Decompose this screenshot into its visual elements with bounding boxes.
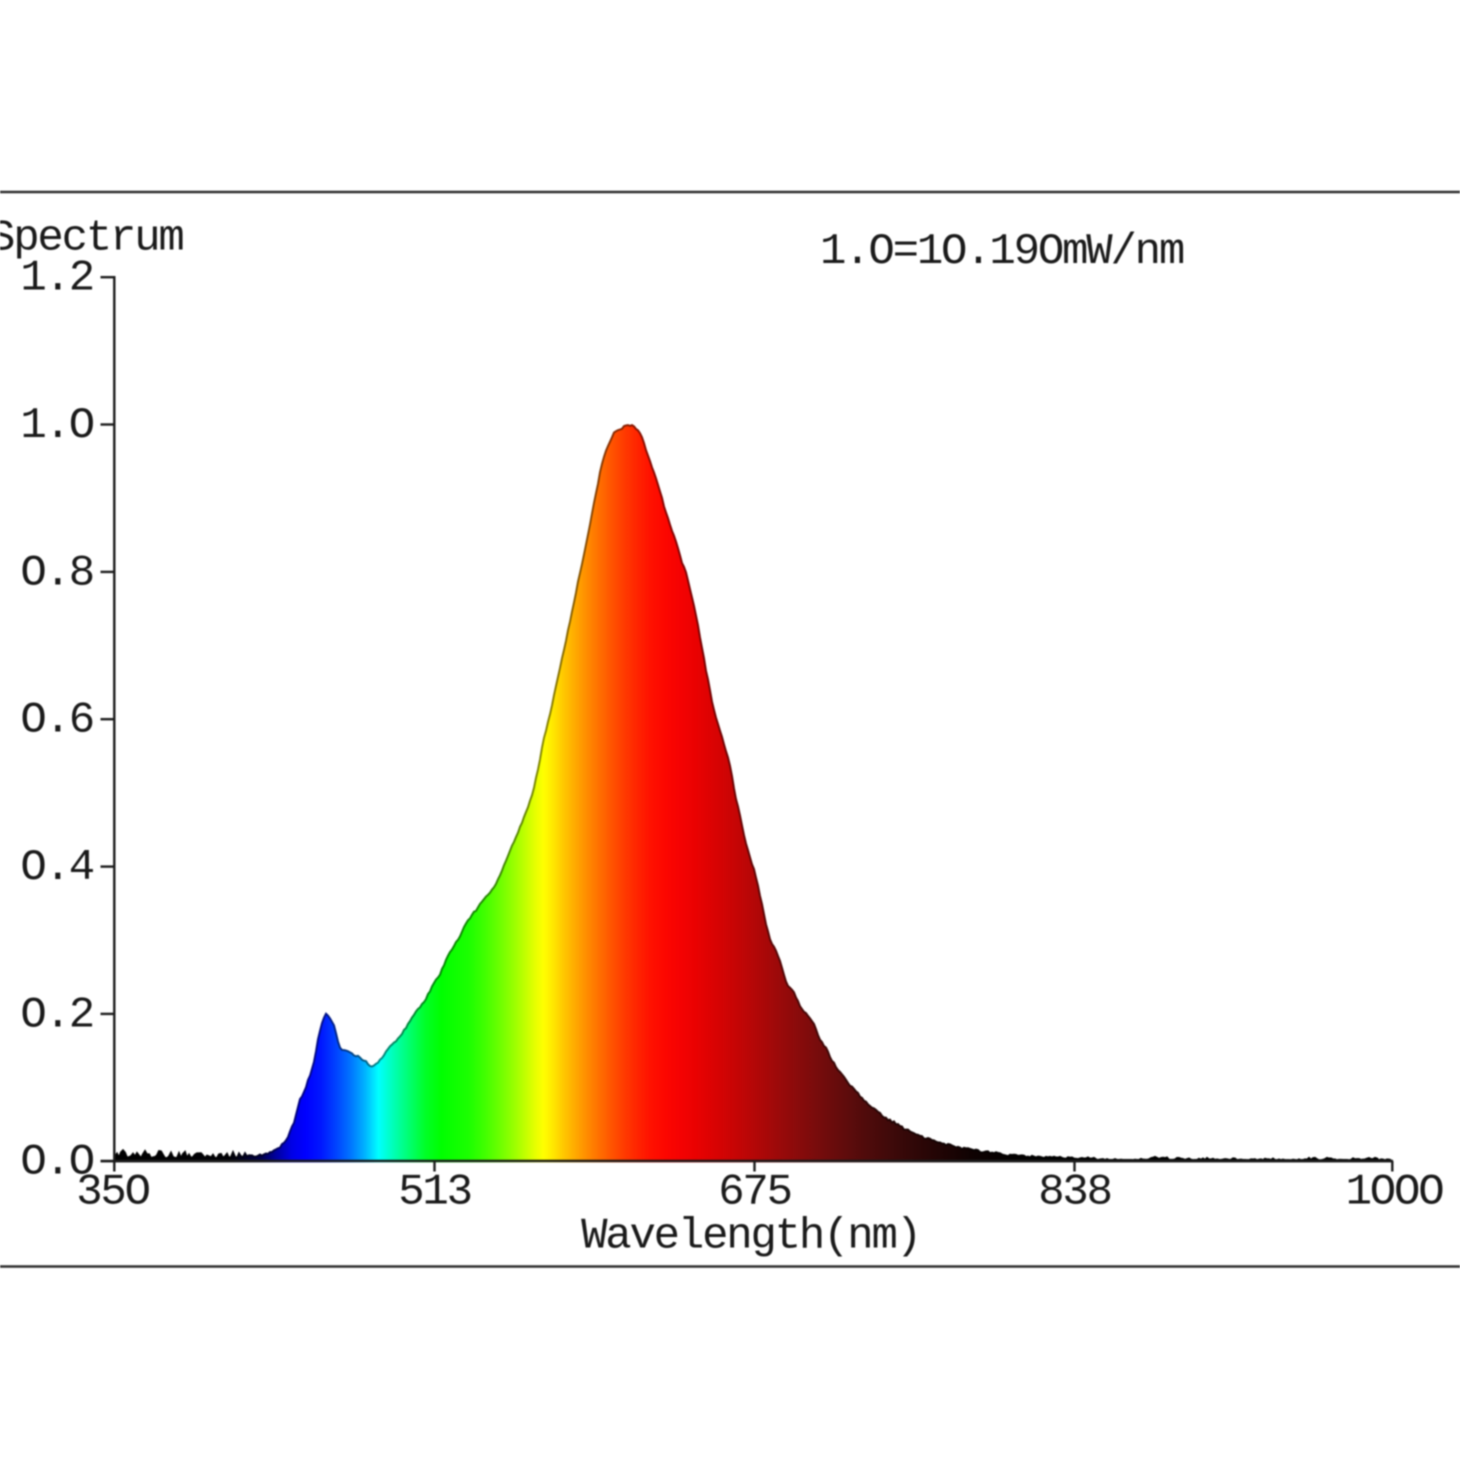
svg-text:1.O: 1.O bbox=[20, 401, 93, 451]
svg-text:O.4: O.4 bbox=[20, 843, 93, 893]
svg-text:Spectrum: Spectrum bbox=[0, 214, 183, 264]
svg-text:513: 513 bbox=[398, 1168, 471, 1218]
svg-text:O.6: O.6 bbox=[20, 696, 93, 746]
svg-text:1.O=1O.19OmW/nm: 1.O=1O.19OmW/nm bbox=[820, 227, 1184, 277]
svg-text:O.2: O.2 bbox=[20, 990, 93, 1040]
svg-text:Wavelength(nm): Wavelength(nm) bbox=[581, 1212, 920, 1262]
svg-text:838: 838 bbox=[1038, 1168, 1111, 1218]
svg-text:35O: 35O bbox=[76, 1168, 149, 1218]
svg-text:1OOO: 1OOO bbox=[1346, 1168, 1444, 1218]
svg-text:O.8: O.8 bbox=[20, 548, 93, 598]
svg-text:675: 675 bbox=[718, 1168, 791, 1218]
svg-text:O.O: O.O bbox=[20, 1138, 93, 1188]
svg-text:1.2: 1.2 bbox=[20, 254, 93, 304]
